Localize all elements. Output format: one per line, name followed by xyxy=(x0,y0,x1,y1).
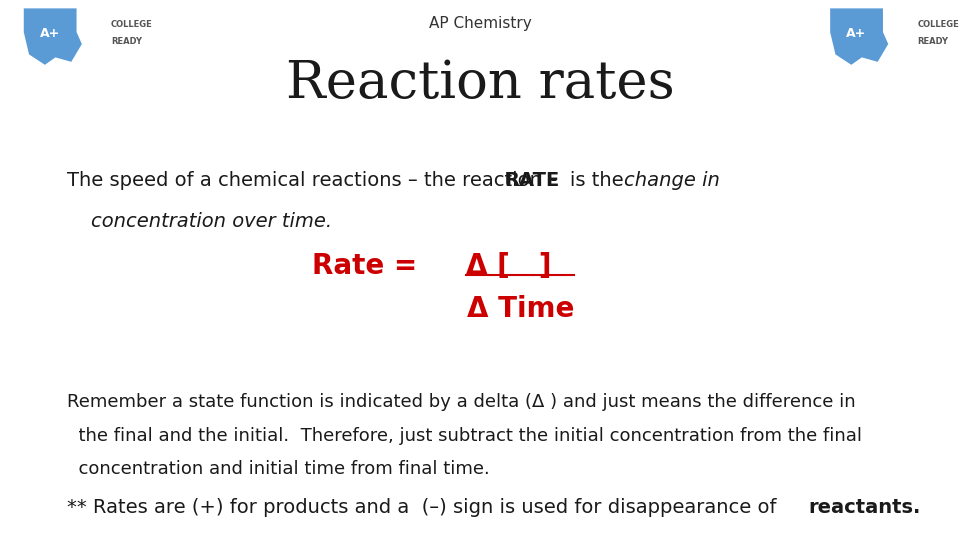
Text: the final and the initial.  Therefore, just subtract the initial concentration f: the final and the initial. Therefore, ju… xyxy=(67,427,862,445)
Polygon shape xyxy=(830,8,888,65)
Text: Δ Time: Δ Time xyxy=(467,295,574,323)
Text: concentration and initial time from final time.: concentration and initial time from fina… xyxy=(67,460,490,478)
Text: Reaction rates: Reaction rates xyxy=(286,58,674,109)
Text: Rate =: Rate = xyxy=(312,252,427,280)
Text: COLLEGE: COLLEGE xyxy=(917,20,959,29)
Text: reactants.: reactants. xyxy=(808,498,921,517)
Text: ** Rates are (+) for products and a  (–) sign is used for disappearance of: ** Rates are (+) for products and a (–) … xyxy=(67,498,783,517)
Text: COLLEGE: COLLEGE xyxy=(111,20,153,29)
Text: Δ [   ]: Δ [ ] xyxy=(466,252,551,280)
Text: A+: A+ xyxy=(847,27,867,40)
Text: READY: READY xyxy=(111,37,142,45)
Text: The speed of a chemical reactions – the reaction: The speed of a chemical reactions – the … xyxy=(67,171,548,191)
Text: A+: A+ xyxy=(40,27,60,40)
Text: Remember a state function is indicated by a delta (Δ ) and just means the differ: Remember a state function is indicated b… xyxy=(67,393,855,411)
Text: READY: READY xyxy=(917,37,948,45)
Text: change in: change in xyxy=(624,171,720,191)
Text: AP Chemistry: AP Chemistry xyxy=(428,16,532,31)
Text: RATE: RATE xyxy=(504,171,560,191)
Polygon shape xyxy=(24,8,82,65)
Text: -  is the: - is the xyxy=(544,171,630,191)
Text: concentration over time.: concentration over time. xyxy=(91,212,332,231)
